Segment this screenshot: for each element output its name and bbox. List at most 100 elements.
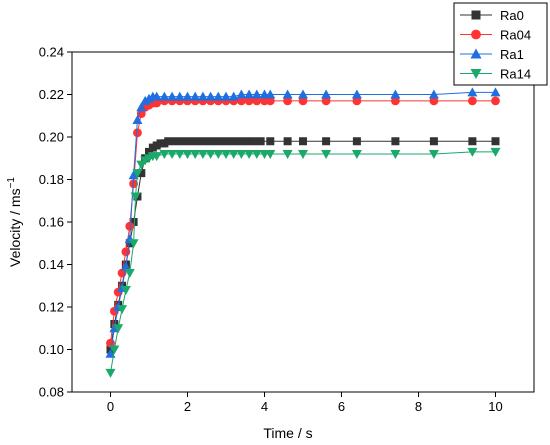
legend-swatch-marker	[471, 29, 481, 40]
x-tick-label: 4	[261, 399, 268, 414]
data-point	[174, 91, 185, 101]
data-point	[468, 96, 477, 106]
data-point	[322, 137, 331, 146]
x-axis-label: Time / s	[263, 425, 312, 441]
data-point	[251, 150, 262, 159]
data-point	[205, 150, 216, 159]
data-point	[265, 96, 275, 106]
data-point	[491, 96, 500, 106]
data-point	[152, 98, 162, 108]
y-axis-label-main: Velocity / ms	[7, 188, 23, 267]
data-point	[282, 150, 293, 159]
data-point	[429, 137, 438, 146]
data-point	[237, 96, 246, 106]
data-point	[128, 239, 139, 249]
data-point	[128, 170, 139, 180]
y-axis-label-sup: −1	[6, 177, 17, 189]
data-point	[187, 137, 196, 146]
data-point	[391, 137, 400, 146]
series-Ra1	[105, 87, 501, 358]
data-point	[120, 286, 131, 295]
data-point	[228, 150, 239, 159]
data-point	[105, 368, 116, 378]
data-point	[244, 89, 255, 99]
data-point	[121, 247, 131, 257]
series-Ra14	[105, 147, 501, 378]
data-point	[113, 324, 124, 334]
data-point	[159, 91, 170, 101]
legend-entry-Ra04: Ra04	[460, 28, 531, 43]
data-point	[129, 218, 138, 226]
data-point	[174, 150, 185, 159]
data-point	[282, 89, 293, 99]
data-point	[352, 137, 361, 146]
series-Ra04	[106, 96, 500, 348]
data-point	[151, 152, 162, 162]
y-tick-label: 0.22	[39, 87, 64, 102]
data-point	[182, 91, 193, 101]
x-tick-label: 10	[488, 399, 502, 414]
data-point	[213, 91, 224, 101]
series-line	[110, 151, 496, 373]
y-tick-label: 0.12	[39, 300, 64, 315]
y-tick-label: 0.10	[39, 342, 64, 357]
data-point	[252, 96, 262, 106]
y-tick-label: 0.18	[39, 172, 64, 187]
data-point	[133, 128, 142, 138]
data-point	[283, 96, 292, 106]
data-point	[164, 137, 173, 146]
data-point	[390, 150, 401, 159]
legend-swatch-marker	[470, 48, 482, 59]
data-point	[137, 169, 146, 178]
data-point	[171, 137, 180, 146]
legend-swatch-marker	[470, 69, 482, 79]
data-point	[218, 137, 227, 146]
data-point	[351, 89, 362, 99]
data-point	[429, 96, 439, 106]
data-point	[298, 150, 308, 159]
series-line	[110, 91, 496, 354]
data-point	[132, 115, 143, 124]
data-point	[241, 137, 250, 146]
data-point	[265, 89, 276, 99]
data-point	[167, 150, 178, 159]
series-line	[110, 140, 496, 350]
data-point	[202, 137, 211, 146]
data-point	[390, 89, 401, 99]
data-point	[244, 96, 254, 106]
y-tick-label: 0.16	[39, 215, 64, 230]
data-point	[213, 150, 224, 159]
data-point	[159, 150, 170, 159]
legend-label: Ra0	[500, 8, 524, 23]
data-point	[125, 221, 135, 231]
data-point	[120, 261, 131, 271]
data-point	[190, 150, 201, 159]
data-point	[109, 345, 120, 355]
data-point	[352, 96, 362, 106]
series-layer	[105, 87, 501, 378]
y-tick-label: 0.24	[39, 45, 64, 60]
data-point	[298, 96, 308, 106]
data-point	[167, 91, 178, 101]
data-point	[283, 137, 292, 146]
data-point	[221, 150, 231, 159]
data-point	[124, 269, 135, 278]
data-point	[490, 87, 501, 97]
data-point	[467, 147, 478, 157]
data-point	[321, 150, 332, 159]
data-point	[197, 150, 208, 159]
x-axis-ticks: 0 2 4 6 8 10	[107, 392, 503, 414]
data-point	[321, 96, 331, 106]
data-point	[130, 192, 141, 202]
data-point	[195, 137, 204, 146]
y-tick-label: 0.14	[39, 257, 64, 272]
legend-entry-Ra14: Ra14	[460, 67, 531, 82]
legend-label: Ra04	[500, 28, 531, 43]
data-point	[205, 91, 216, 101]
legend-entry-Ra1: Ra1	[460, 47, 524, 62]
data-point	[251, 89, 262, 99]
data-point	[248, 137, 257, 146]
data-point	[210, 137, 219, 146]
data-point	[190, 91, 201, 101]
